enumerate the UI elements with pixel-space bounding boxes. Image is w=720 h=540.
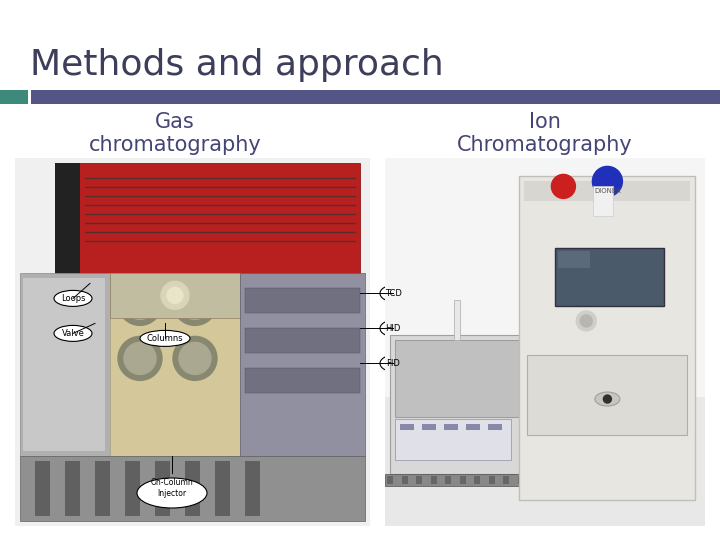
Circle shape: [118, 336, 162, 380]
Bar: [125, 461, 140, 516]
Bar: [489, 476, 495, 484]
Ellipse shape: [54, 326, 92, 341]
Bar: [402, 476, 408, 484]
Bar: [245, 288, 360, 313]
Ellipse shape: [380, 355, 406, 372]
Circle shape: [173, 281, 217, 326]
Circle shape: [124, 342, 156, 374]
Bar: [110, 273, 240, 456]
Bar: [20, 273, 110, 456]
Bar: [185, 461, 200, 516]
Text: Methods and approach: Methods and approach: [30, 48, 444, 82]
Ellipse shape: [140, 330, 190, 346]
Bar: [110, 273, 240, 319]
Bar: [23, 279, 105, 451]
Bar: [554, 248, 664, 306]
Bar: [547, 476, 553, 484]
Text: On-Column
Injector: On-Column Injector: [150, 478, 194, 498]
Circle shape: [179, 342, 211, 374]
Bar: [459, 476, 466, 484]
Bar: [55, 163, 80, 273]
Ellipse shape: [54, 291, 92, 306]
Bar: [0, 90, 28, 104]
Bar: [518, 476, 523, 484]
Bar: [527, 355, 688, 435]
Bar: [95, 461, 110, 516]
Text: Gas
chromatography: Gas chromatography: [89, 112, 261, 155]
Text: TCD: TCD: [384, 289, 402, 298]
Bar: [454, 300, 459, 340]
Bar: [385, 475, 562, 487]
Circle shape: [179, 287, 211, 319]
Circle shape: [603, 395, 611, 403]
Bar: [593, 186, 613, 217]
Text: Loops: Loops: [60, 294, 85, 303]
Bar: [474, 476, 480, 484]
Bar: [400, 423, 414, 429]
Bar: [385, 158, 705, 526]
Circle shape: [118, 281, 162, 326]
Circle shape: [161, 281, 189, 309]
Bar: [31, 90, 720, 104]
Bar: [245, 328, 360, 353]
Bar: [519, 177, 696, 500]
Circle shape: [576, 311, 596, 331]
Bar: [245, 368, 360, 394]
Bar: [155, 461, 170, 516]
Ellipse shape: [380, 286, 406, 301]
Bar: [466, 423, 480, 429]
Bar: [431, 476, 436, 484]
Bar: [385, 158, 705, 397]
Circle shape: [124, 287, 156, 319]
Bar: [15, 158, 370, 526]
Circle shape: [173, 336, 217, 380]
Text: DIONEX: DIONEX: [594, 188, 621, 194]
Bar: [240, 273, 365, 456]
Bar: [65, 461, 80, 516]
Bar: [20, 456, 365, 521]
Text: Valve: Valve: [62, 329, 84, 338]
Bar: [503, 476, 509, 484]
Bar: [215, 461, 230, 516]
Circle shape: [593, 166, 622, 197]
Bar: [532, 476, 539, 484]
Bar: [416, 476, 422, 484]
Bar: [55, 163, 360, 273]
Circle shape: [552, 174, 575, 198]
Bar: [245, 461, 260, 516]
Bar: [444, 423, 458, 429]
Bar: [395, 340, 552, 416]
Bar: [524, 181, 690, 201]
Ellipse shape: [137, 478, 207, 508]
Bar: [422, 423, 436, 429]
Ellipse shape: [595, 392, 620, 406]
Text: FID: FID: [386, 359, 400, 368]
Text: Columns: Columns: [147, 334, 184, 343]
Bar: [557, 251, 590, 268]
Text: HID: HID: [385, 324, 401, 333]
Bar: [395, 418, 511, 461]
Ellipse shape: [380, 320, 406, 336]
Bar: [445, 476, 451, 484]
Circle shape: [167, 287, 183, 303]
Bar: [390, 335, 557, 475]
Bar: [35, 461, 50, 516]
Circle shape: [580, 315, 593, 327]
Bar: [387, 476, 393, 484]
Bar: [488, 423, 502, 429]
Text: Ion
Chromatography: Ion Chromatography: [457, 112, 633, 155]
